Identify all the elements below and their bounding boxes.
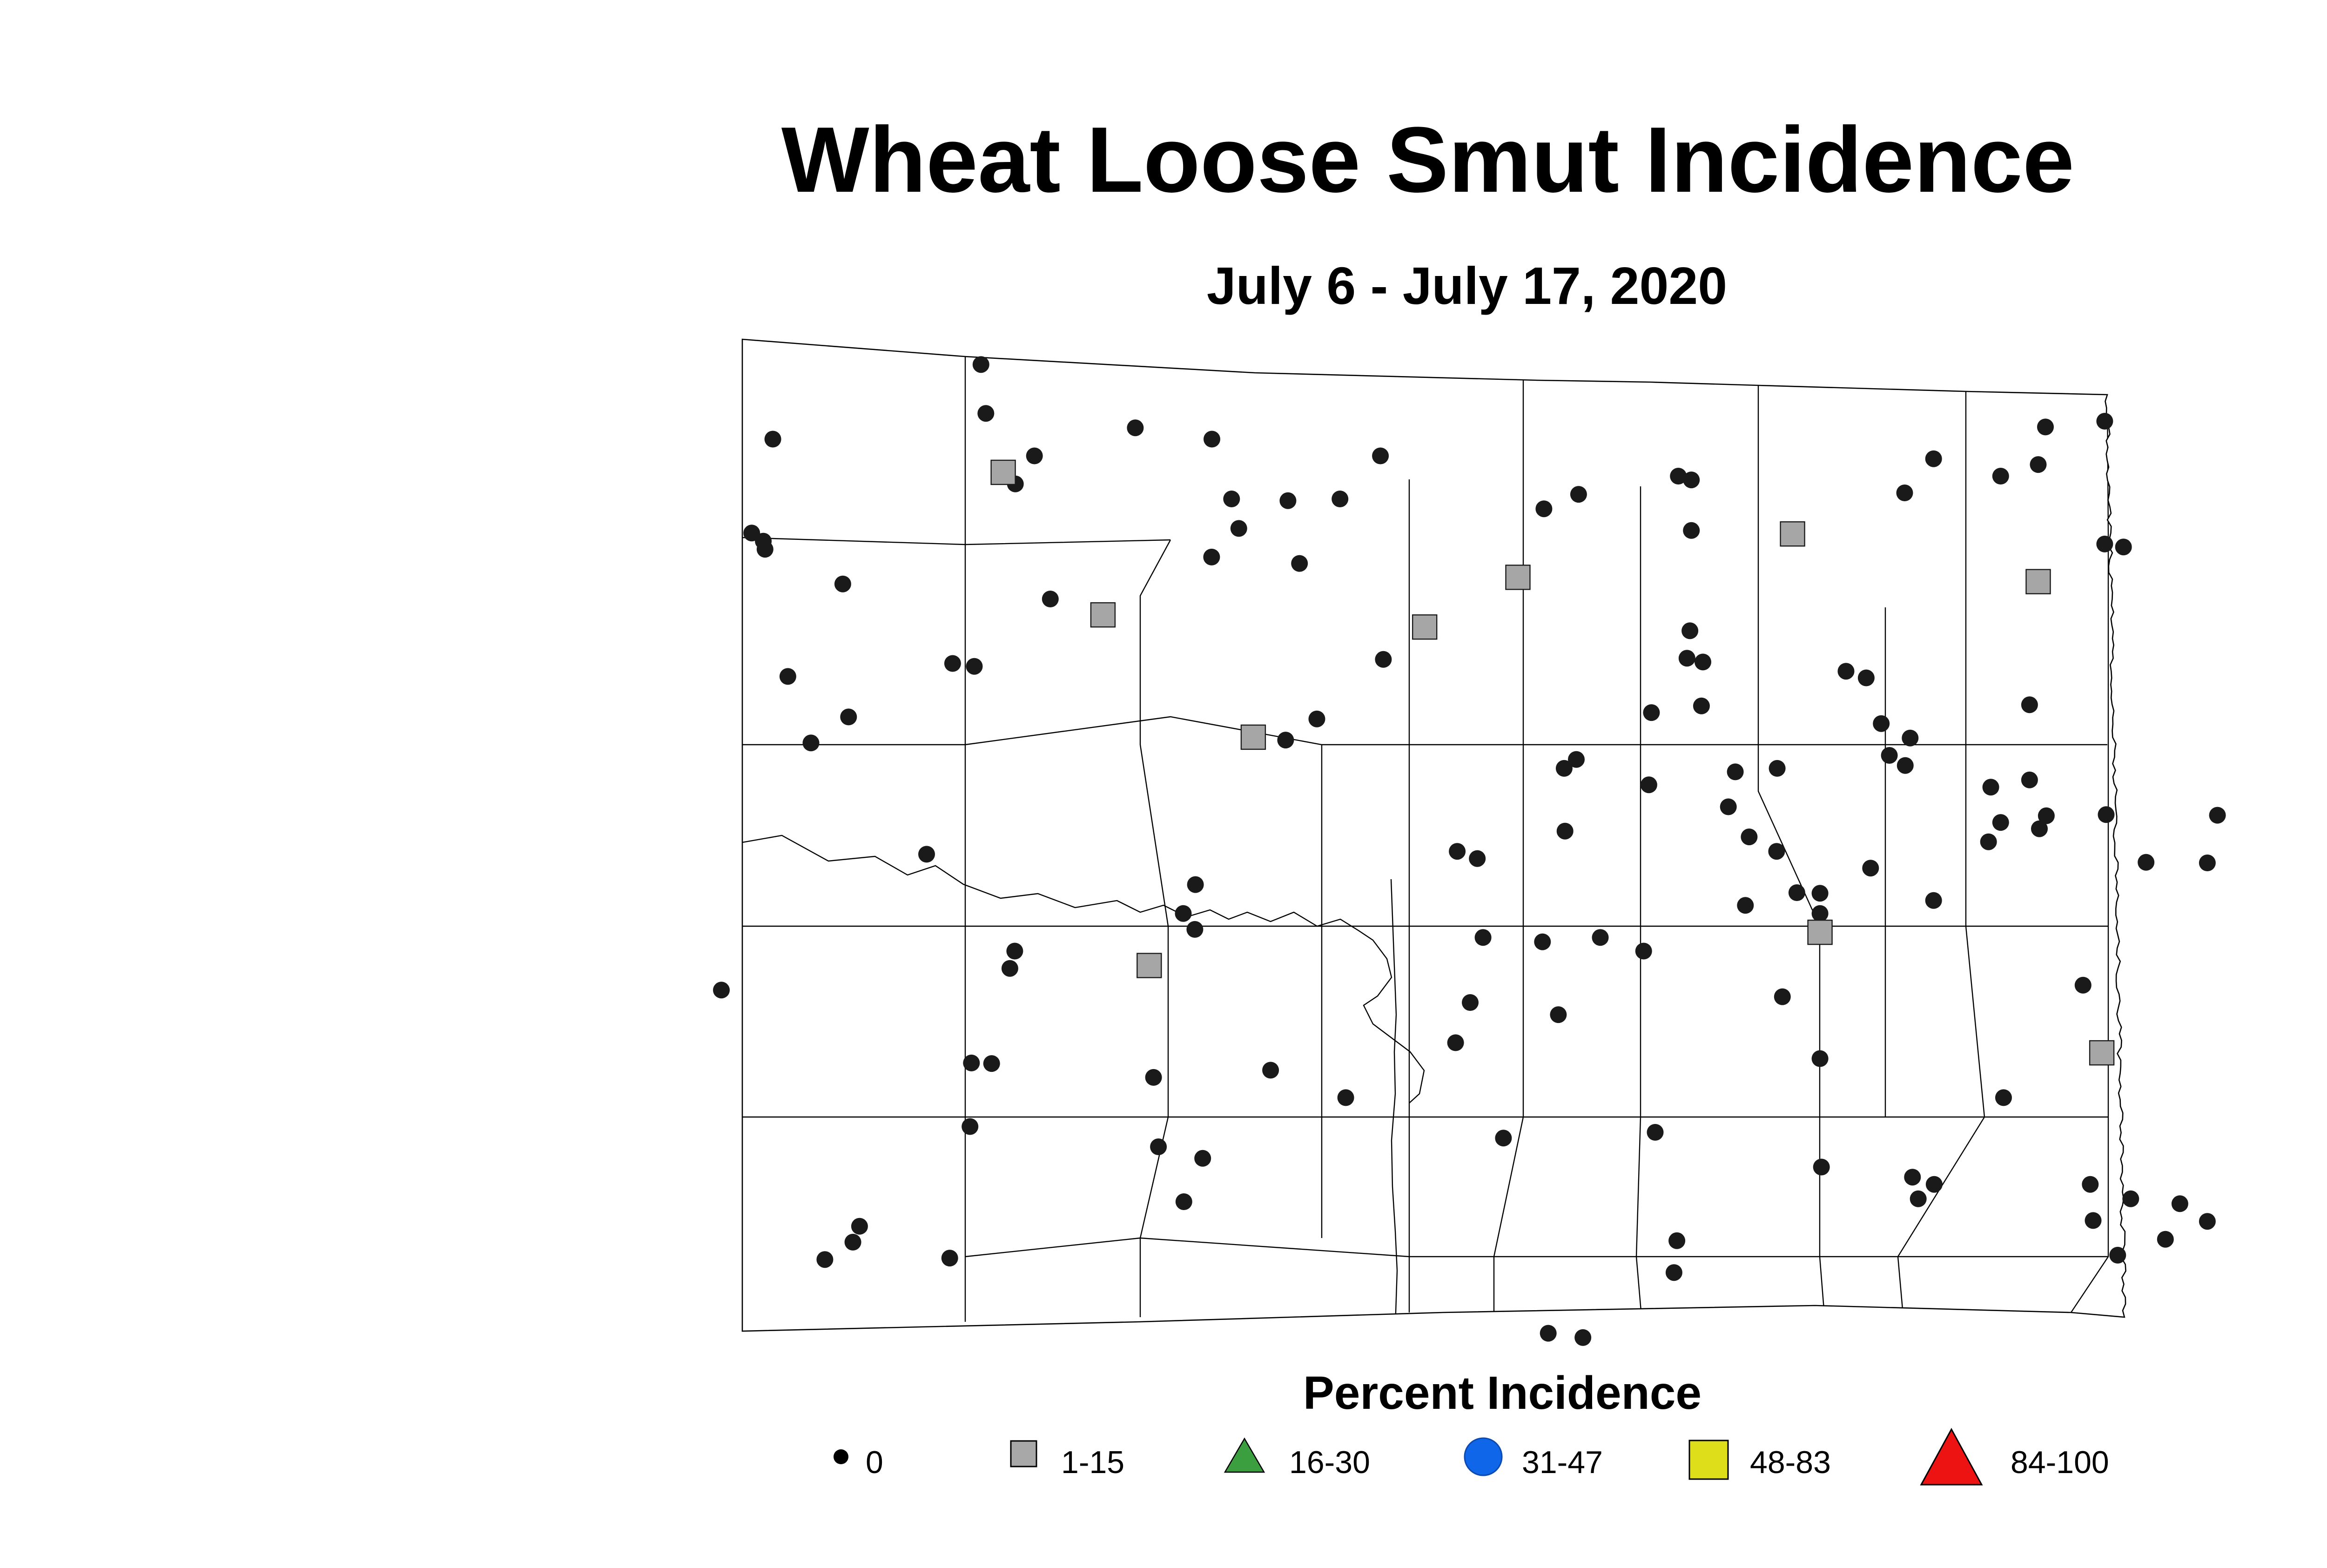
svg-text:48-83: 48-83 <box>1750 1445 1831 1480</box>
svg-text:1-15: 1-15 <box>1061 1445 1124 1480</box>
svg-text:31-47: 31-47 <box>1522 1445 1603 1480</box>
svg-text:16-30: 16-30 <box>1289 1445 1370 1480</box>
svg-text:0: 0 <box>866 1445 883 1480</box>
svg-text:84-100: 84-100 <box>2011 1445 2109 1480</box>
